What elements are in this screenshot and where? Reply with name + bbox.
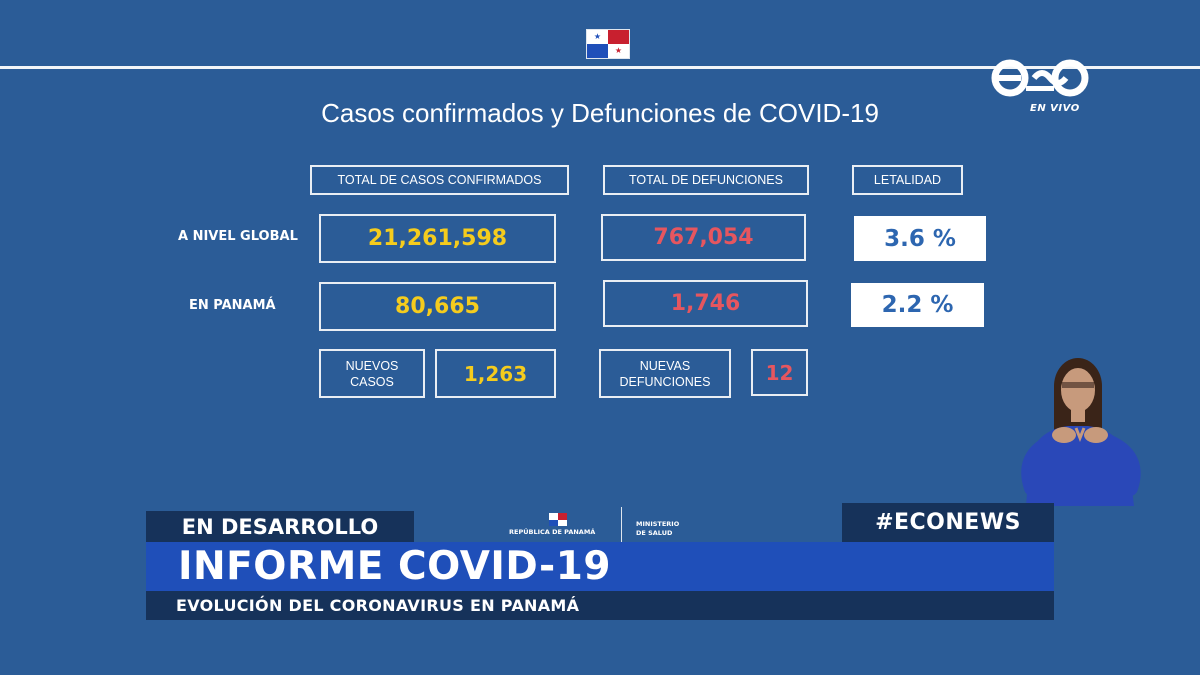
econews-hashtag: #ECONEWS [842,503,1054,542]
row-label-panama: EN PANAMÁ [189,298,276,313]
new-cases-label-line1: NUEVOS [345,358,399,373]
sign-language-interpreter-image [1008,338,1153,506]
new-deaths-label: NUEVAS DEFUNCIONES [599,349,731,398]
panama-flag-icon: ★ ★ [586,29,630,59]
new-deaths-label-line2: DEFUNCIONES [619,374,711,389]
new-cases-label-line2: CASOS [350,374,394,389]
header-lethality: LETALIDAD [852,165,963,195]
new-deaths-value: 12 [751,349,808,396]
new-cases-label: NUEVOS CASOS [319,349,425,398]
headline-text: INFORME COVID-19 [178,544,611,589]
eco-logo-icon [991,59,1089,97]
ministry-label: MINISTERIO DE SALUD [636,520,679,538]
panama-lethality-value: 2.2 % [851,283,984,327]
subheadline-banner [146,591,1054,620]
new-deaths-label-line1: NUEVAS [639,358,691,373]
in-development-tag: EN DESARROLLO [146,511,414,542]
global-confirmed-value: 21,261,598 [319,214,556,263]
panama-confirmed-value: 80,665 [319,282,556,331]
government-logo-strip [414,511,842,542]
header-total-deaths: TOTAL DE DEFUNCIONES [603,165,809,195]
government-label: REPÚBLICA DE PANAMÁ [509,528,596,536]
government-divider [621,507,622,545]
live-label: EN VIVO [1030,103,1080,114]
ministry-label-line1: MINISTERIO [636,520,680,528]
government-flag-icon [549,513,567,526]
headline-banner [146,542,1054,591]
top-divider-line [0,66,1200,69]
new-cases-value: 1,263 [435,349,556,398]
global-lethality-value: 3.6 % [854,216,986,261]
header-total-confirmed: TOTAL DE CASOS CONFIRMADOS [310,165,569,195]
dashboard-title: Casos confirmados y Defunciones de COVID… [321,98,879,128]
ministry-label-line2: DE SALUD [636,529,673,537]
row-label-global: A NIVEL GLOBAL [178,229,298,244]
panama-deaths-value: 1,746 [603,280,808,327]
subheadline-text: EVOLUCIÓN DEL CORONAVIRUS EN PANAMÁ [176,596,580,615]
global-deaths-value: 767,054 [601,214,806,261]
